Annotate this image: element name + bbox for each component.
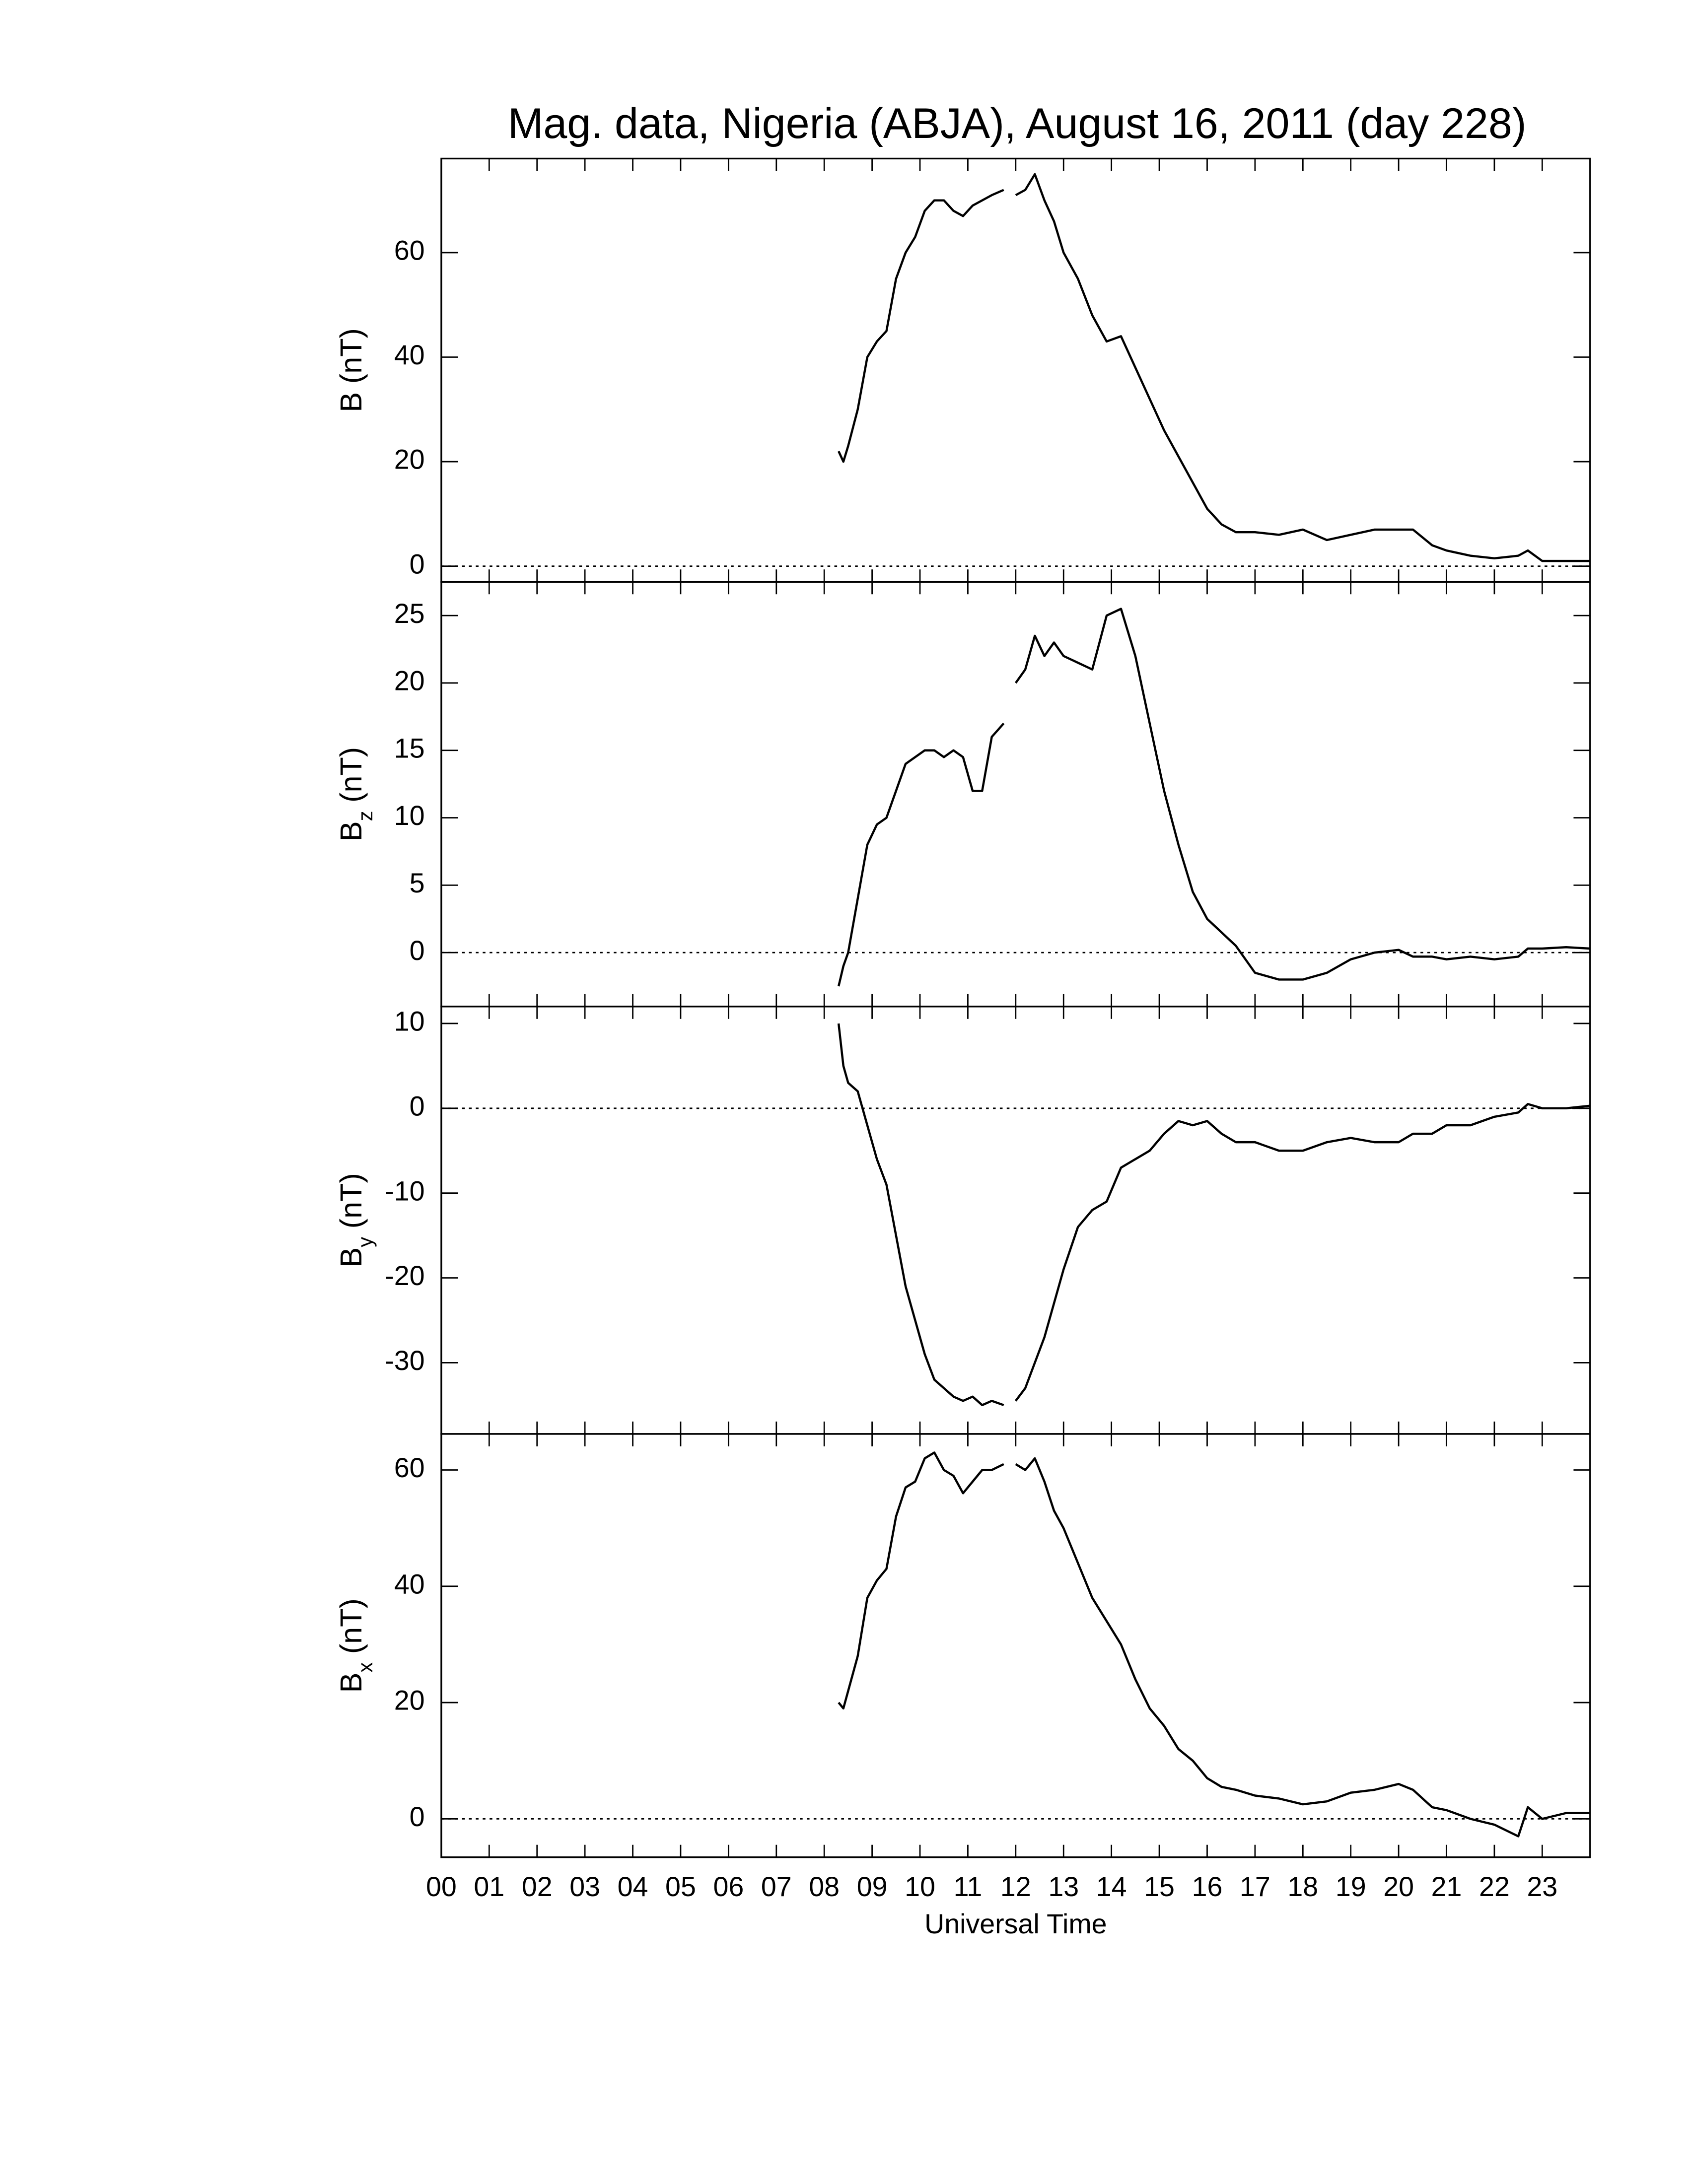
- x-tick-label: 17: [1240, 1871, 1270, 1902]
- y-label-main: B: [334, 392, 368, 412]
- y-tick-label: 0: [410, 1091, 425, 1121]
- x-tick-label: 14: [1096, 1871, 1127, 1902]
- x-tick-label: 19: [1336, 1871, 1366, 1902]
- x-tick-label: 03: [569, 1871, 600, 1902]
- x-tick-label: 12: [1000, 1871, 1031, 1902]
- x-tick-label: 04: [618, 1871, 648, 1902]
- y-tick-label: 20: [394, 444, 425, 475]
- y-label-subscript: z: [353, 811, 377, 821]
- data-line: [838, 173, 1590, 562]
- data-line: [838, 1451, 1590, 1838]
- y-axis-label: By (nT): [334, 1173, 377, 1267]
- data-line: [837, 1023, 1591, 1407]
- x-tick-label: 23: [1527, 1871, 1557, 1902]
- x-tick-label: 02: [522, 1871, 553, 1902]
- x-axis-label: Universal Time: [924, 1909, 1107, 1939]
- y-tick-label: 20: [394, 666, 425, 696]
- panel-frame: [440, 1006, 1591, 1435]
- x-tick-label: 18: [1287, 1871, 1318, 1902]
- y-tick-label: 40: [394, 1569, 425, 1599]
- y-label-units: (nT): [334, 1598, 368, 1654]
- y-tick-label: 20: [394, 1685, 425, 1716]
- y-tick-label: 40: [394, 340, 425, 370]
- x-tick-label: 15: [1144, 1871, 1175, 1902]
- panel-frame: [440, 157, 1591, 583]
- x-tick-label: 07: [761, 1871, 792, 1902]
- panel-frame: [440, 581, 1591, 1008]
- x-tick-label: 10: [905, 1871, 935, 1902]
- y-tick-label: 15: [394, 733, 425, 763]
- x-tick-label: 16: [1192, 1871, 1223, 1902]
- x-tick-label: 13: [1048, 1871, 1079, 1902]
- x-tick-label: 01: [474, 1871, 504, 1902]
- y-tick-label: -30: [385, 1345, 424, 1376]
- x-tick-label: 20: [1383, 1871, 1414, 1902]
- y-label-main: B: [334, 1247, 368, 1268]
- x-tick-label: 11: [954, 1871, 983, 1902]
- y-tick-label: 10: [394, 1006, 425, 1037]
- y-label-units: (nT): [334, 747, 368, 803]
- x-tick-label: 22: [1479, 1871, 1510, 1902]
- chart-title: Mag. data, Nigeria (ABJA), August 16, 20…: [508, 100, 1527, 147]
- x-tick-label: 21: [1431, 1871, 1462, 1902]
- y-tick-label: 0: [410, 1801, 425, 1832]
- x-tick-label: 05: [665, 1871, 696, 1902]
- y-tick-label: 0: [410, 935, 425, 966]
- x-tick-label: 09: [857, 1871, 888, 1902]
- y-tick-label: 0: [410, 548, 425, 579]
- y-tick-label: 60: [394, 1452, 425, 1483]
- y-label-subscript: y: [353, 1237, 377, 1247]
- y-tick-label: -10: [385, 1175, 424, 1206]
- y-label-main: B: [334, 1673, 368, 1693]
- x-tick-label: 08: [809, 1871, 840, 1902]
- y-label-units: (nT): [334, 328, 368, 384]
- x-tick-label: 00: [426, 1871, 457, 1902]
- x-tick-label: 06: [713, 1871, 744, 1902]
- y-axis-label: B (nT): [334, 328, 368, 412]
- y-tick-label: 60: [394, 235, 425, 266]
- y-label-main: B: [334, 821, 368, 841]
- y-tick-label: 5: [410, 868, 425, 898]
- data-line: [837, 608, 1590, 987]
- y-tick-label: 10: [394, 800, 425, 831]
- y-tick-label: -20: [385, 1260, 424, 1291]
- y-tick-label: 25: [394, 598, 425, 629]
- y-label-subscript: x: [353, 1662, 377, 1673]
- y-axis-label: Bx (nT): [334, 1598, 377, 1693]
- y-label-units: (nT): [334, 1173, 368, 1228]
- y-axis-label: Bz (nT): [334, 747, 377, 841]
